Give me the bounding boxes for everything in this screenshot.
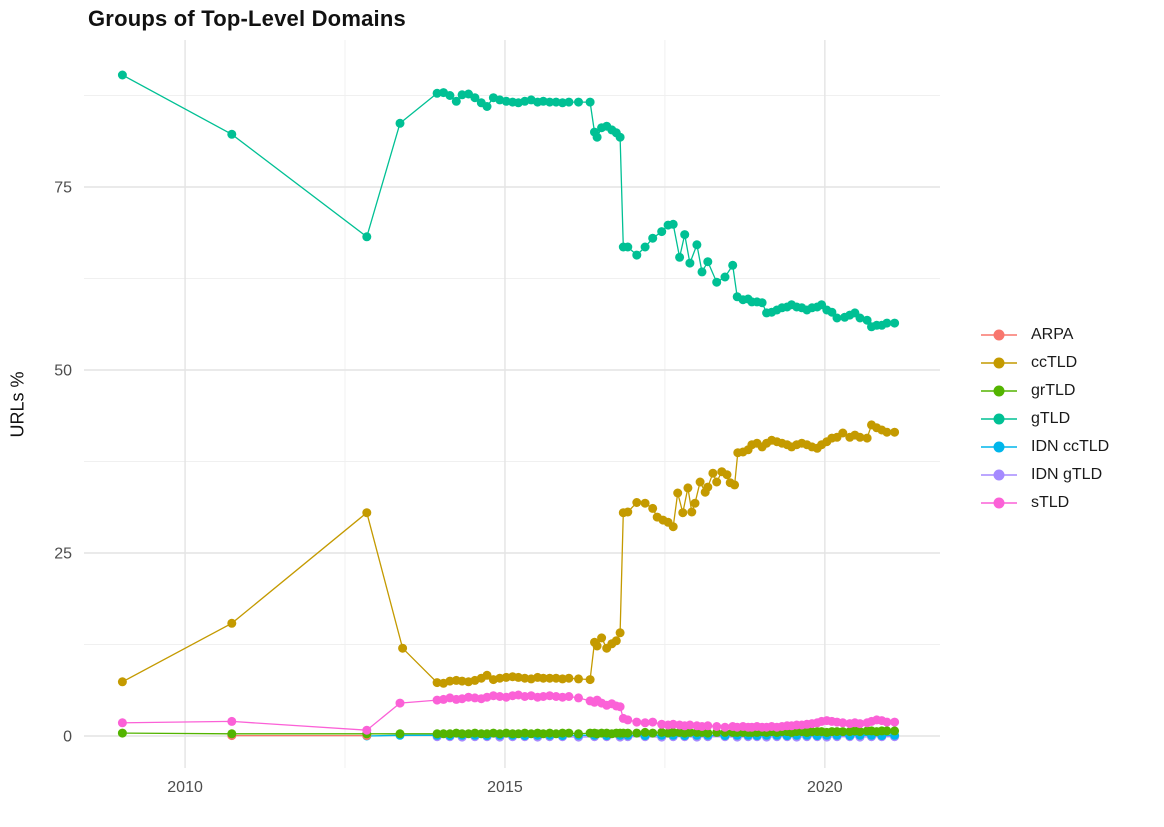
legend: ARPA ccTLD grTLD gTLD IDN ccTLD IDN gTLD sTLD xyxy=(979,321,1109,517)
legend-item-idn-gtld: IDN gTLD xyxy=(979,461,1109,489)
legend-key-icon xyxy=(981,469,1017,481)
legend-key-icon xyxy=(981,497,1017,509)
legend-item-grtld: grTLD xyxy=(979,377,1109,405)
series-cctld xyxy=(117,420,900,688)
series-arpa xyxy=(227,731,372,741)
y-axis-tick-label: 50 xyxy=(54,363,72,380)
legend-key-icon xyxy=(981,385,1017,397)
y-axis-tick-label: 25 xyxy=(54,546,72,563)
legend-item-label: sTLD xyxy=(1031,494,1070,511)
legend-key-icon xyxy=(981,329,1017,341)
y-axis-title: URLs % xyxy=(7,371,28,438)
legend-item-label: IDN ccTLD xyxy=(1031,438,1110,455)
legend-item-label: gTLD xyxy=(1031,410,1071,427)
legend-item-label: grTLD xyxy=(1031,382,1076,399)
legend-item-idn-cctld: IDN ccTLD xyxy=(979,433,1109,461)
x-axis-tick-label: 2010 xyxy=(167,779,203,796)
y-axis-tick-label: 75 xyxy=(54,180,72,197)
x-axis-tick-label: 2015 xyxy=(487,779,523,796)
series-stld xyxy=(117,690,900,735)
legend-key-icon xyxy=(981,413,1017,425)
legend-item-label: ARPA xyxy=(1031,326,1074,343)
legend-item-arpa: ARPA xyxy=(979,321,1109,349)
chart-title: Groups of Top-Level Domains xyxy=(88,6,406,31)
gridlines-minor xyxy=(84,40,940,768)
legend-item-gtld: gTLD xyxy=(979,405,1109,433)
y-axis-tick-label: 0 xyxy=(63,729,72,746)
legend-key-icon xyxy=(981,357,1017,369)
series-gtld xyxy=(117,70,900,332)
legend-key-icon xyxy=(981,441,1017,453)
legend-item-stld: sTLD xyxy=(979,489,1109,517)
legend-item-label: IDN gTLD xyxy=(1031,466,1103,483)
legend-item-cctld: ccTLD xyxy=(979,349,1109,377)
legend-item-label: ccTLD xyxy=(1031,354,1078,371)
gridlines-major xyxy=(84,40,940,768)
x-axis-tick-label: 2020 xyxy=(807,779,843,796)
